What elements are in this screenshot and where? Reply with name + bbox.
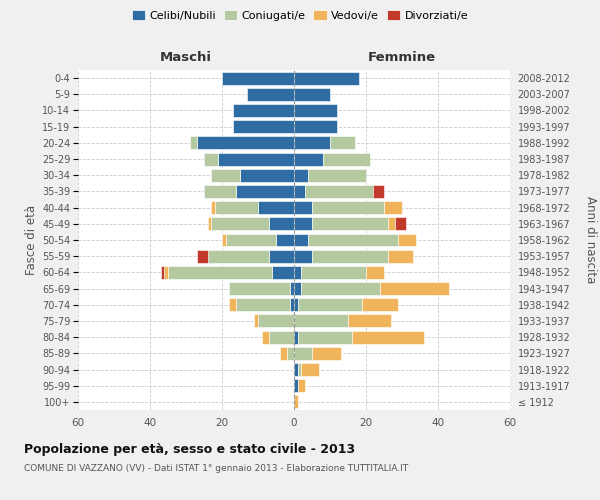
Bar (294, 234, 308, 246)
Bar (233, 120, 294, 133)
Bar (294, 298, 298, 311)
Bar (218, 152, 294, 166)
Bar (294, 201, 312, 214)
Bar (226, 234, 276, 246)
Bar (294, 347, 312, 360)
Bar (290, 282, 294, 295)
Bar (312, 201, 384, 214)
Bar (388, 250, 413, 262)
Bar (168, 266, 272, 279)
Bar (269, 330, 294, 344)
Bar (204, 152, 218, 166)
Bar (229, 298, 236, 311)
Bar (208, 218, 211, 230)
Bar (262, 330, 269, 344)
Bar (272, 266, 294, 279)
Bar (366, 266, 384, 279)
Bar (294, 314, 348, 328)
Bar (294, 250, 312, 262)
Y-axis label: Fasce di età: Fasce di età (25, 205, 38, 275)
Bar (294, 185, 305, 198)
Bar (398, 234, 416, 246)
Bar (294, 282, 301, 295)
Bar (254, 314, 258, 328)
Bar (352, 330, 424, 344)
Bar (258, 314, 294, 328)
Bar (298, 330, 352, 344)
Bar (236, 185, 294, 198)
Bar (229, 282, 290, 295)
Bar (308, 234, 398, 246)
Bar (380, 282, 449, 295)
Bar (290, 298, 294, 311)
Bar (197, 136, 294, 149)
Bar (269, 218, 294, 230)
Bar (294, 169, 308, 181)
Bar (236, 298, 290, 311)
Bar (240, 169, 294, 181)
Bar (247, 88, 294, 101)
Text: COMUNE DI VAZZANO (VV) - Dati ISTAT 1° gennaio 2013 - Elaborazione TUTTITALIA.IT: COMUNE DI VAZZANO (VV) - Dati ISTAT 1° g… (24, 464, 408, 473)
Bar (294, 136, 330, 149)
Legend: Celibi/Nubili, Coniugati/e, Vedovi/e, Divorziati/e: Celibi/Nubili, Coniugati/e, Vedovi/e, Di… (130, 8, 470, 23)
Bar (233, 104, 294, 117)
Bar (308, 169, 366, 181)
Bar (298, 379, 305, 392)
Bar (294, 363, 298, 376)
Bar (222, 234, 226, 246)
Bar (362, 298, 398, 311)
Bar (323, 152, 370, 166)
Bar (222, 72, 294, 85)
Bar (208, 250, 269, 262)
Bar (395, 218, 406, 230)
Bar (348, 314, 391, 328)
Bar (211, 201, 215, 214)
Bar (190, 136, 197, 149)
Bar (298, 298, 362, 311)
Bar (388, 218, 395, 230)
Bar (258, 201, 294, 214)
Bar (312, 218, 388, 230)
Bar (294, 88, 330, 101)
Bar (211, 218, 269, 230)
Bar (312, 347, 341, 360)
Bar (312, 250, 388, 262)
Bar (294, 152, 323, 166)
Bar (215, 201, 258, 214)
Bar (197, 250, 208, 262)
Bar (373, 185, 384, 198)
Bar (294, 120, 337, 133)
Y-axis label: Anni di nascita: Anni di nascita (584, 196, 598, 284)
Bar (161, 266, 164, 279)
Bar (280, 347, 287, 360)
Bar (294, 379, 298, 392)
Text: Femmine: Femmine (368, 52, 436, 64)
Bar (294, 104, 337, 117)
Bar (294, 72, 359, 85)
Bar (294, 218, 312, 230)
Bar (287, 347, 294, 360)
Bar (211, 169, 240, 181)
Bar (164, 266, 168, 279)
Bar (204, 185, 236, 198)
Bar (301, 363, 319, 376)
Bar (294, 266, 301, 279)
Bar (305, 185, 373, 198)
Bar (301, 266, 366, 279)
Text: Popolazione per età, sesso e stato civile - 2013: Popolazione per età, sesso e stato civil… (24, 442, 355, 456)
Text: Maschi: Maschi (160, 52, 212, 64)
Bar (294, 330, 298, 344)
Bar (384, 201, 402, 214)
Bar (330, 136, 355, 149)
Bar (298, 363, 301, 376)
Bar (269, 250, 294, 262)
Bar (301, 282, 380, 295)
Bar (294, 396, 298, 408)
Bar (276, 234, 294, 246)
